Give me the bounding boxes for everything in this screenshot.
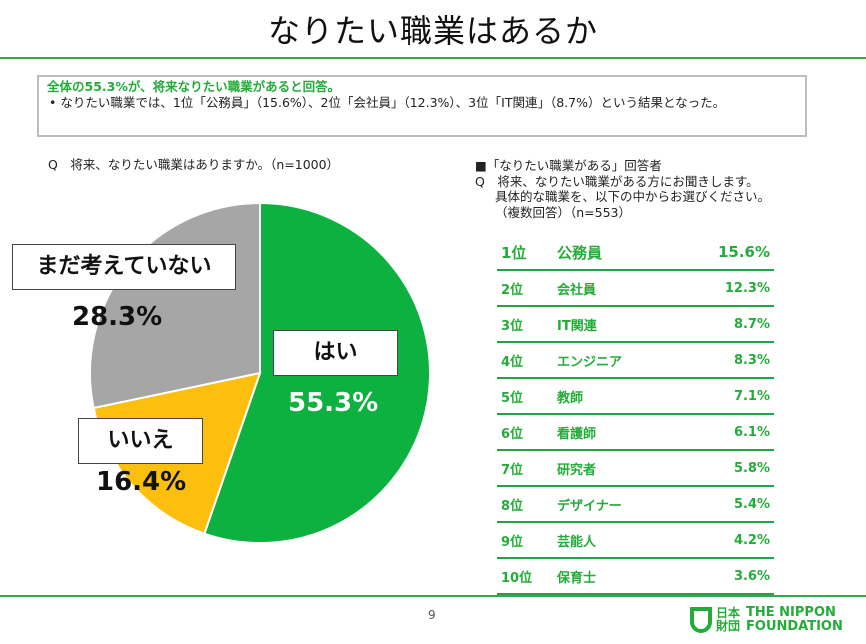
logo-mark-icon (690, 607, 712, 633)
ranking-occupation: IT関連 (557, 318, 597, 334)
pie-value-no: 16.4% (96, 467, 187, 497)
ranking-question-line3: 具体的な職業を、以下の中からお選びください。 (495, 189, 771, 204)
pie-label-yes: はい (313, 340, 358, 365)
ranking-occupation: 教師 (557, 390, 584, 406)
ranking-occupation: 研究者 (557, 462, 597, 478)
ranking-percent: 12.3% (724, 280, 770, 296)
pie-label-box-no-idea: まだ考えていない (12, 244, 236, 290)
logo-en-line1: THE NIPPON (746, 605, 836, 620)
pie-value-yes: 55.3% (288, 388, 379, 418)
ranking-percent: 5.8% (733, 460, 770, 476)
ranking-question-line1: ■「なりたい職業がある」回答者 (475, 158, 662, 173)
ranking-percent: 7.1% (733, 388, 770, 404)
ranking-rank: 9位 (501, 534, 524, 550)
pie-question: Q 将来、なりたい職業はありますか。（n=1000） (48, 157, 340, 172)
ranking-rank: 1位 (501, 243, 527, 262)
ranking-occupation: 芸能人 (557, 534, 597, 550)
ranking-percent: 5.4% (733, 496, 770, 512)
pie-label-no: いいえ (107, 428, 174, 453)
ranking-row: 6位 看護師 6.1% (497, 415, 774, 451)
ranking-row: 8位 デザイナー 5.4% (497, 487, 774, 523)
ranking-occupation: 公務員 (557, 243, 603, 262)
ranking-percent: 6.1% (733, 424, 770, 440)
ranking-row: 5位 教師 7.1% (497, 379, 774, 415)
ranking-percent: 8.3% (733, 352, 770, 368)
logo-jp: 日本 財団 (716, 607, 740, 633)
pie-value-no-idea: 28.3% (72, 302, 163, 332)
ranking-rank: 6位 (501, 426, 524, 442)
ranking-percent: 8.7% (733, 316, 770, 332)
ranking-question: ■「なりたい職業がある」回答者 Q 将来、なりたい職業がある方にお聞きします。 … (475, 158, 770, 220)
ranking-question-line2: Q 将来、なりたい職業がある方にお聞きします。 (475, 173, 759, 189)
ranking-rank: 5位 (501, 390, 524, 406)
summary-headline: 全体の55.3%が、将来なりたい職業があると回答。 (47, 79, 341, 94)
ranking-row: 10位 保育士 3.6% (497, 559, 774, 595)
ranking-percent: 15.6% (717, 243, 770, 261)
ranking-rank: 2位 (501, 282, 524, 298)
ranking-row: 1位 公務員 15.6% (497, 235, 774, 271)
summary-bullet-text: なりたい職業では、1位「公務員」（15.6%）、2位「会社員」（12.3%）、3… (60, 95, 726, 110)
pie-label-box-yes: はい (273, 330, 398, 376)
pie-label-no-idea: まだ考えていない (36, 254, 212, 279)
ranking-rank: 10位 (501, 570, 533, 586)
logo-jp-line1: 日本 (716, 606, 741, 620)
ranking-row: 9位 芸能人 4.2% (497, 523, 774, 559)
ranking-row: 4位 エンジニア 8.3% (497, 343, 774, 379)
ranking-percent: 3.6% (733, 568, 770, 584)
ranking-percent: 4.2% (733, 532, 770, 548)
logo-en-line2: FOUNDATION (746, 619, 843, 634)
ranking-occupation: 保育士 (557, 570, 597, 586)
page-number: 9 (428, 608, 436, 622)
summary-box: 全体の55.3%が、将来なりたい職業があると回答。 • なりたい職業では、1位「… (37, 75, 807, 137)
pie-label-box-no: いいえ (78, 418, 203, 464)
ranking-row: 3位 IT関連 8.7% (497, 307, 774, 343)
ranking-table: 1位 公務員 15.6% 2位 会社員 12.3% 3位 IT関連 8.7% 4位 エンジニア 8.3… (497, 235, 774, 595)
page-title: なりたい職業はあるか (267, 12, 598, 50)
ranking-occupation: 会社員 (557, 282, 597, 298)
ranking-rank: 8位 (501, 498, 524, 514)
ranking-row: 2位 会社員 12.3% (497, 271, 774, 307)
ranking-occupation: デザイナー (557, 498, 622, 514)
title-divider (0, 57, 866, 59)
ranking-occupation: エンジニア (557, 354, 623, 370)
nippon-foundation-logo: 日本 財団 THE NIPPON FOUNDATION (690, 600, 860, 640)
ranking-row: 7位 研究者 5.8% (497, 451, 774, 487)
ranking-question-line4: （複数回答）（n=553） (495, 204, 632, 220)
ranking-rank: 3位 (501, 318, 524, 334)
summary-bullet: • なりたい職業では、1位「公務員」（15.6%）、2位「会社員」（12.3%）… (49, 95, 726, 110)
logo-jp-line2: 財団 (716, 619, 741, 633)
ranking-rank: 4位 (501, 354, 524, 370)
footer-divider (0, 595, 866, 597)
ranking-occupation: 看護師 (557, 426, 597, 442)
logo-en: THE NIPPON FOUNDATION (746, 606, 843, 634)
ranking-rank: 7位 (501, 462, 524, 478)
